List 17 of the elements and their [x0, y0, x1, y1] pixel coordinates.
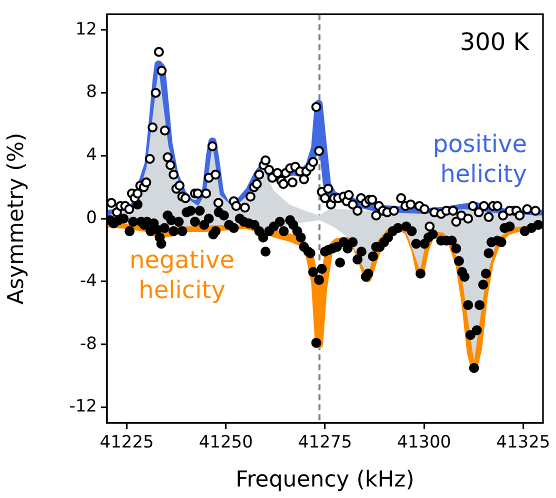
y-tick-label: -8 [80, 334, 97, 354]
series-label: negative helicity [130, 246, 234, 304]
y-tick-label: 0 [86, 208, 97, 228]
x-tick-label: 41325 [496, 432, 550, 453]
x-tick-label: 41250 [198, 432, 253, 453]
y-tick-label: 8 [86, 82, 97, 102]
x-tick-label: 41225 [100, 432, 154, 453]
y-tick-label: -12 [69, 396, 97, 417]
series-label: positive helicity [432, 130, 527, 188]
x-tick-label: 41275 [298, 432, 352, 453]
y-axis-title: Asymmetry (%) [4, 132, 29, 304]
x-tick-label: 41300 [397, 432, 452, 453]
y-tick-label: -4 [80, 270, 97, 291]
y-tick-label: 4 [86, 145, 97, 166]
x-axis-title: Frequency (kHz) [236, 468, 414, 493]
annotation: 300 K [460, 28, 530, 56]
y-tick-label: 12 [75, 19, 97, 40]
